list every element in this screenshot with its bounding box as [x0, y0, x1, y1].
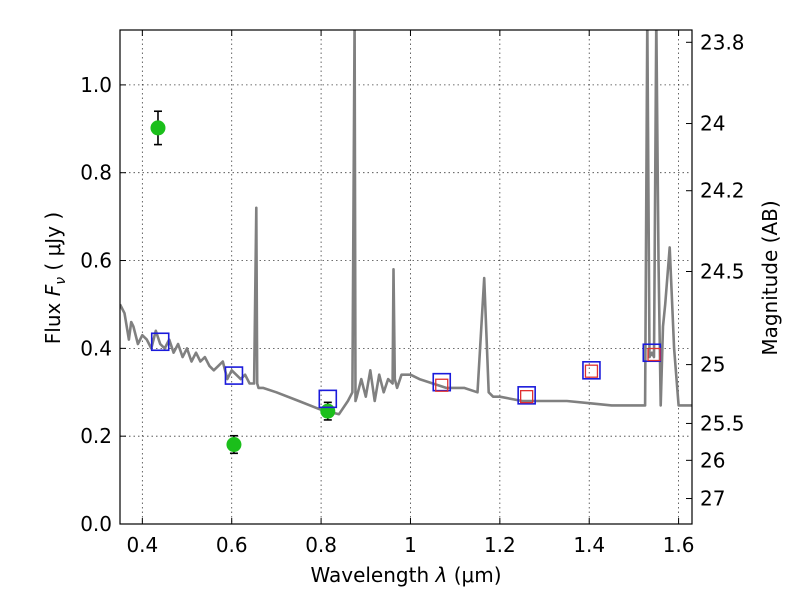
model-photometry-square: [517, 386, 536, 405]
y-tick-label: 0.4: [80, 336, 112, 360]
model-photometry-square: [582, 361, 601, 380]
y-tick-label: 1.0: [80, 73, 112, 97]
y2-tick-label: 23.8: [700, 30, 745, 54]
y2-axis-label: Magnitude (AB): [758, 200, 782, 355]
x-tick-label: 0.4: [126, 533, 158, 557]
observed-flux-point: [150, 120, 166, 136]
model-photometry-square-inner: [520, 390, 534, 404]
y2-tick-label: 24: [700, 112, 725, 136]
x-tick-label: 1.2: [484, 533, 516, 557]
x-tick-label: 1.6: [663, 533, 695, 557]
model-photometry-square: [150, 332, 170, 352]
model-photometry-square-inner: [584, 364, 599, 378]
x-tick-label: 0.8: [305, 533, 337, 557]
y2-tick-label: 27: [700, 487, 725, 511]
model-spectrum-layer: [120, 30, 692, 416]
y-tick-label: 0.2: [80, 424, 112, 448]
observed-flux-point: [320, 403, 336, 419]
x-tick-label: 1: [404, 533, 417, 557]
x-tick-label: 1.4: [573, 533, 605, 557]
photometry-layer: [150, 110, 662, 455]
y-tick-label: 0.6: [80, 249, 112, 273]
y-axis-label: Flux Fν ( μJy ): [41, 212, 69, 344]
x-tick-label: 0.6: [216, 533, 248, 557]
y-tick-label: 0.0: [80, 512, 112, 536]
y2-tick-label: 25.5: [700, 411, 745, 435]
model-photometry-square-inner: [435, 378, 449, 392]
observed-flux-point: [226, 437, 242, 453]
model-photometry-square: [318, 389, 338, 409]
x-axis-ticks: 0.4 0.6 0.8 1 1.2 1.4 1.6: [126, 30, 695, 557]
y2-tick-label: 25: [700, 353, 725, 377]
model-photometry-square-inner: [647, 347, 661, 362]
y2-tick-label: 26: [700, 448, 725, 472]
x-axis-label: Wavelength λ (μm): [310, 563, 501, 587]
y2-tick-label: 24.5: [700, 260, 745, 284]
y2-axis-ticks: 23.8 24 24.2 24.5 25 25.5 26 27: [686, 30, 745, 511]
y2-tick-label: 24.2: [700, 179, 745, 203]
plot-frame: [119, 29, 693, 525]
y-axis-ticks: 0.0 0.2 0.4 0.6 0.8 1.0: [80, 73, 126, 536]
model-photometry-square: [224, 366, 244, 385]
model-spectrum-line: [120, 30, 692, 416]
y-tick-label: 0.8: [80, 161, 112, 185]
grid: [120, 30, 692, 525]
